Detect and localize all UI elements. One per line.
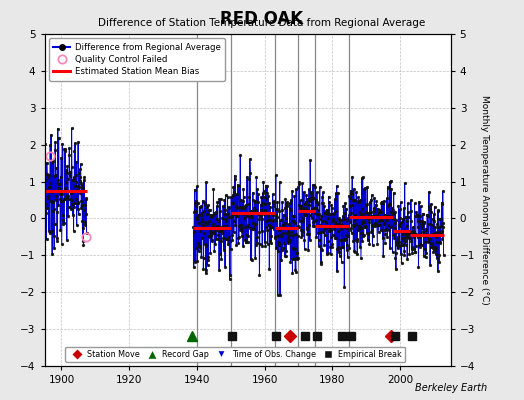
Text: RED OAK: RED OAK <box>221 10 303 28</box>
Legend: Station Move, Record Gap, Time of Obs. Change, Empirical Break: Station Move, Record Gap, Time of Obs. C… <box>66 346 406 362</box>
Text: Berkeley Earth: Berkeley Earth <box>415 383 487 393</box>
Text: Difference of Station Temperature Data from Regional Average: Difference of Station Temperature Data f… <box>99 18 425 28</box>
Y-axis label: Monthly Temperature Anomaly Difference (°C): Monthly Temperature Anomaly Difference (… <box>480 95 489 305</box>
